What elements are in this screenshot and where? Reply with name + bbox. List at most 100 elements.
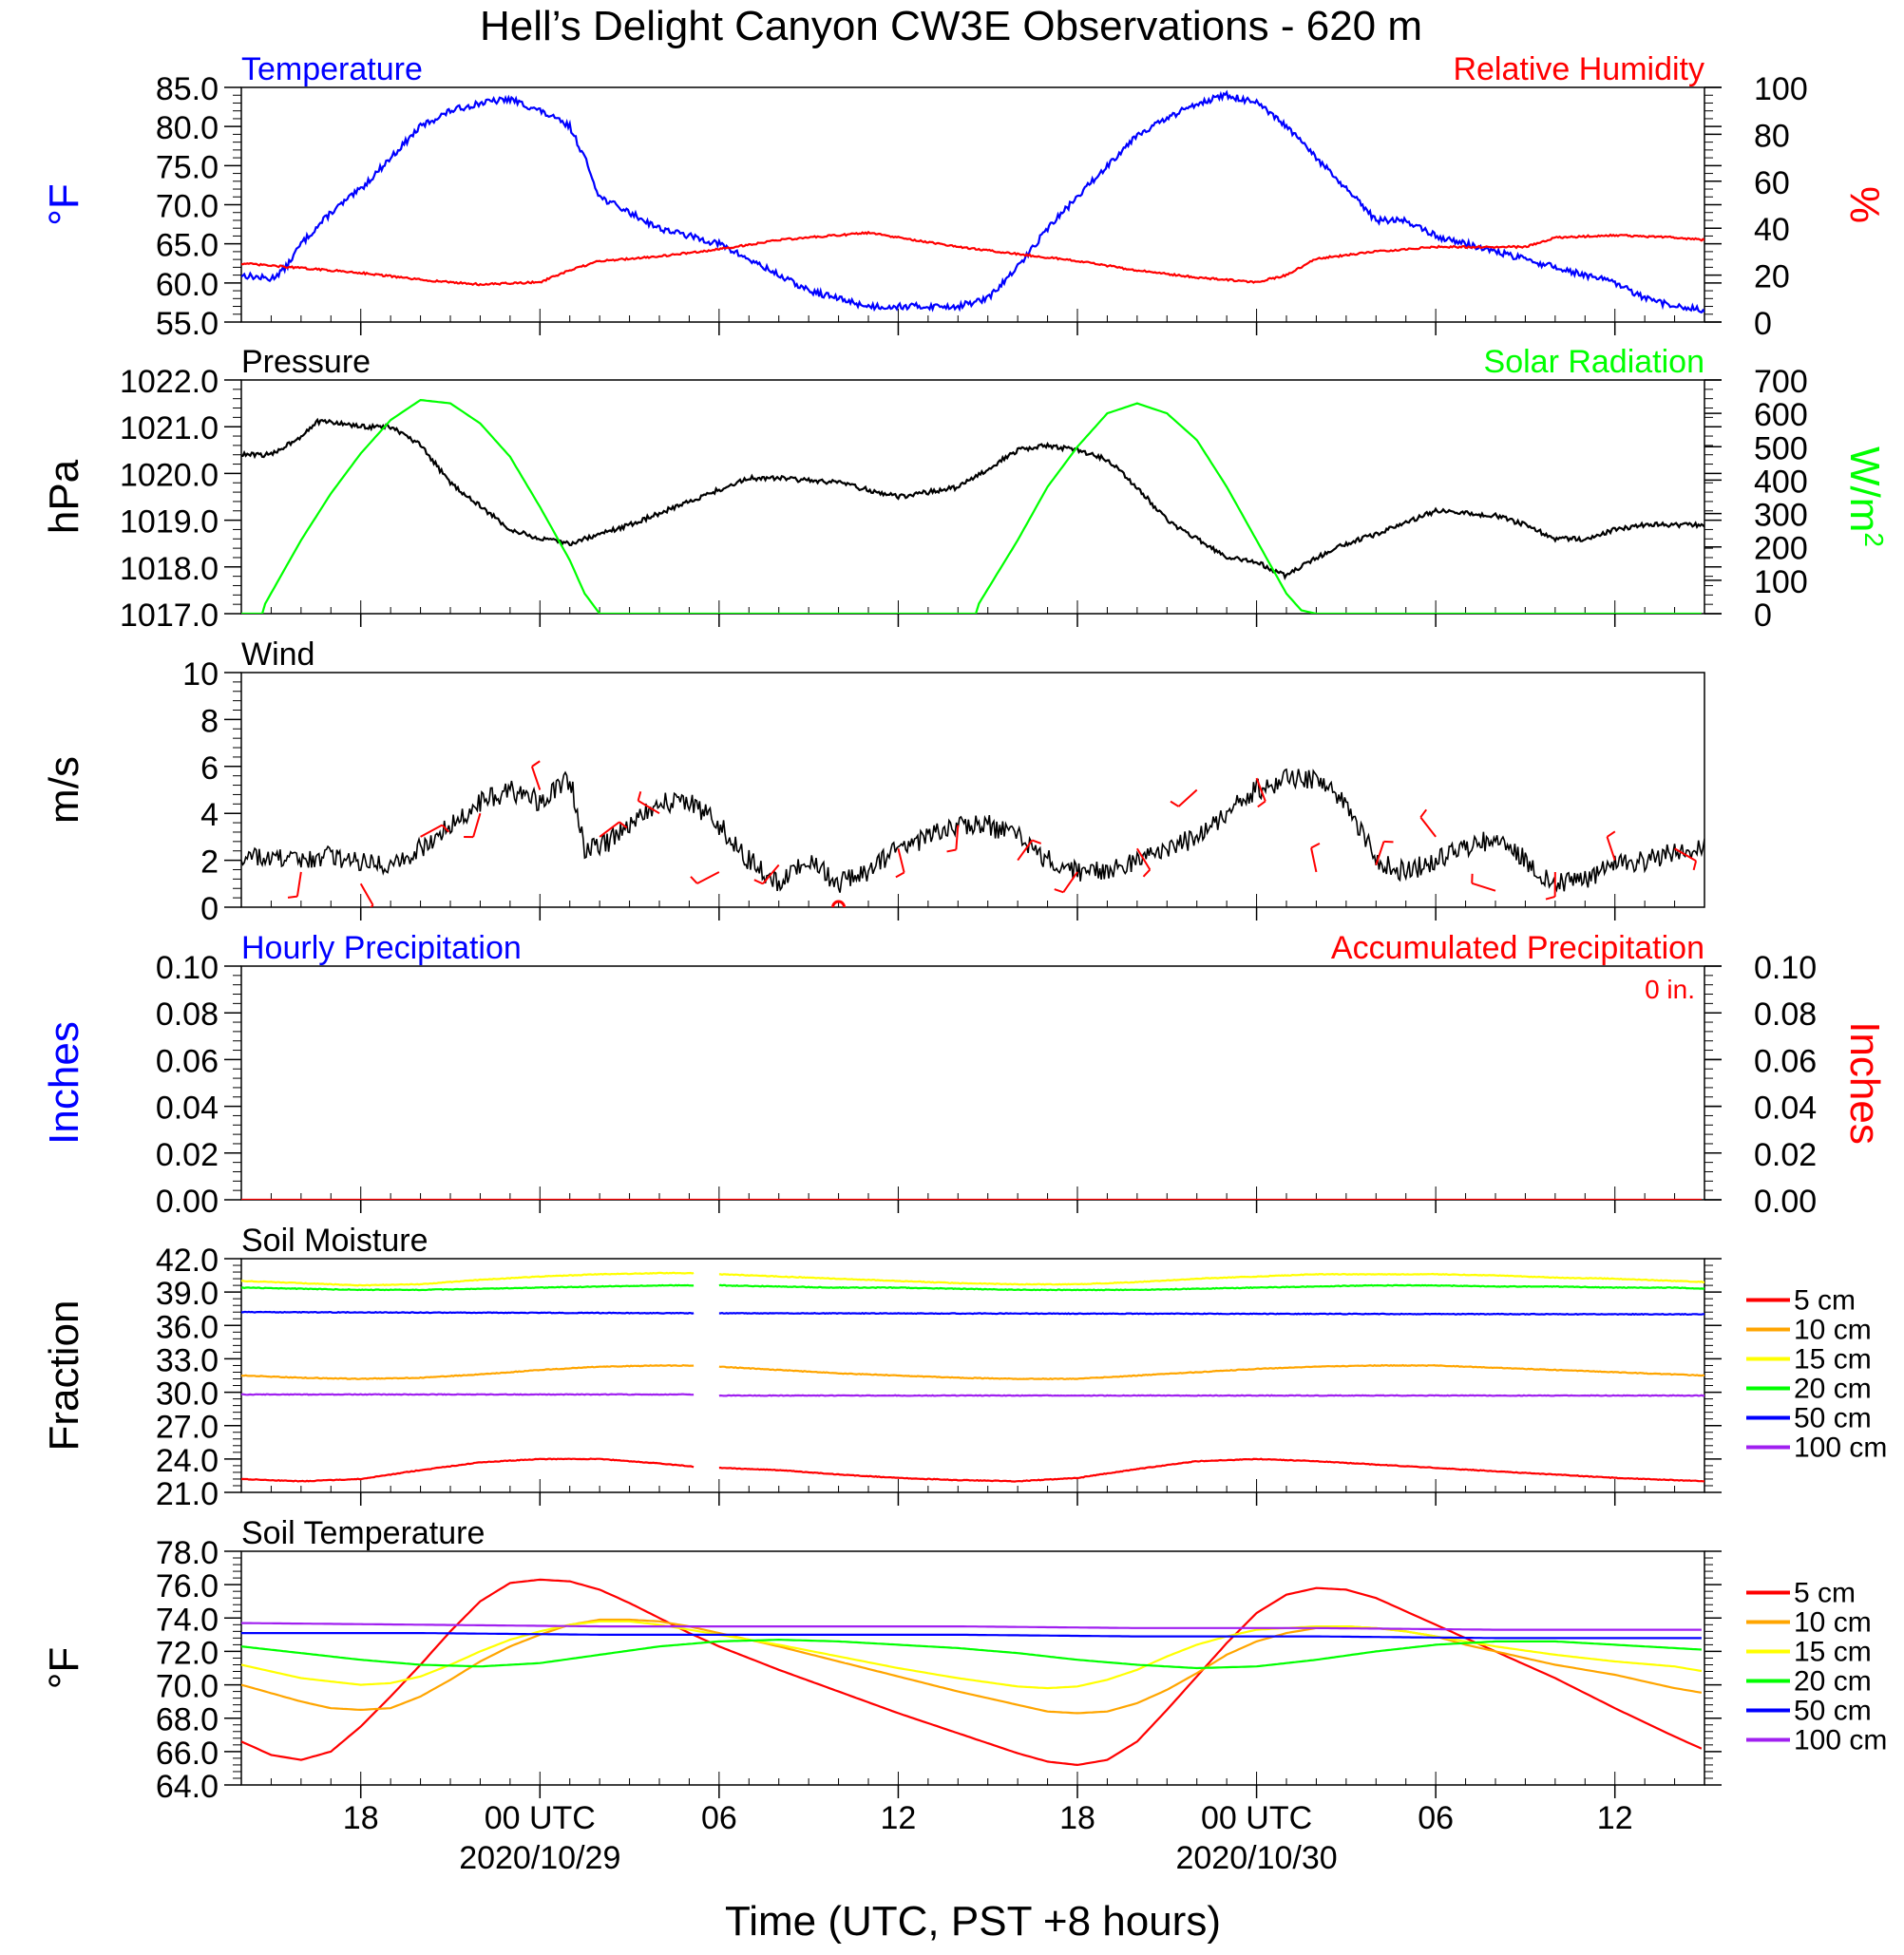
y-tick-label-left: 80.0 [156,110,219,146]
panel-title-left: Wind [241,636,314,673]
wind-barb [955,825,960,850]
series-group [241,760,1704,907]
y-tick-label-right: 100 [1754,71,1808,107]
y-tick-label-left: 4 [200,797,219,833]
wind-barb [1177,788,1198,807]
x-tick-label: 18 [1059,1800,1095,1836]
wind-barb [1606,836,1616,861]
wind-barb [359,883,374,906]
y-tick-label-right: 0.06 [1754,1043,1817,1079]
y-tick-label-left: 1018.0 [120,551,219,587]
y-tick-label-right: 60 [1754,165,1790,201]
series-5-cm-line [718,1457,1704,1483]
series-5-cm-line [241,1578,1703,1767]
y-axis-label-right: Inches [1841,1021,1888,1145]
y-tick-label-left: 0.10 [156,950,219,986]
wind-barb-flag [690,876,698,884]
y-tick-label-left: 2 [200,845,219,881]
y-tick-label-left: 8 [200,703,219,739]
y-tick-label-right: 100 [1754,564,1808,600]
y-tick-label-left: 33.0 [156,1342,219,1378]
panel-soil-temperature: 64.066.068.070.072.074.076.078.0 Soil Tem… [41,1515,1887,1805]
wind-barb-flag [1054,888,1064,894]
x-tick-label: 00 UTC [485,1800,596,1836]
y-tick-label-left: 0.00 [156,1184,219,1220]
y-tick-label-left: 1017.0 [120,598,219,634]
wind-barb-flag [946,848,957,853]
y-axis-label-left: Fraction [41,1300,87,1452]
y-tick-label-left: 0.04 [156,1091,219,1127]
panel-frame [240,672,1705,908]
y-tick-label-left: 78.0 [156,1535,219,1571]
y-tick-label-left: 6 [200,750,219,787]
panel-title-left: Temperature [241,51,423,87]
chart-title: Hell’s Delight Canyon CW3E Observations … [480,3,1422,49]
y-tick-label-right: 0.00 [1754,1184,1817,1220]
series-green-line [241,398,1702,614]
legend-label: 10 cm [1794,1315,1872,1346]
x-tick-label: 12 [881,1800,917,1836]
series-blue-line [241,89,1704,314]
y-tick-label-left: 72.0 [156,1635,219,1671]
series-10-cm-line [241,1363,695,1380]
y-tick-label-left: 0.06 [156,1043,219,1079]
legend-label: 20 cm [1794,1374,1872,1405]
y-tick-label-right: 0 [1754,306,1772,342]
y-axis-label-right: W/m2 [1841,446,1890,547]
panel-soil-moisture: 21.024.027.030.033.036.039.042.0 Soil Moi… [41,1223,1887,1512]
x-axis-label: Time (UTC, PST +8 hours) [725,1898,1221,1945]
panel-title-left: Soil Temperature [241,1515,485,1551]
wind-barb [1062,871,1078,893]
y-tick-label-left: 42.0 [156,1243,219,1279]
wind-barb [638,800,660,815]
y-tick-label-left: 75.0 [156,149,219,185]
panel-wind: 0 2 4 6 8 10 Wind m/s [41,636,1705,927]
panel-temperature-rh: 55.060.065.070.0 75.080.085.0 0 20 40 60 80 100… [41,51,1888,342]
y-tick-label-left: 1022.0 [120,364,219,400]
y-tick-label-right: 0.02 [1754,1137,1817,1173]
y-tick-label-left: 70.0 [156,189,219,225]
wind-barb [897,848,905,873]
wind-barb-flag [1310,843,1321,849]
y-tick-label-left: 1020.0 [120,457,219,493]
wind-barb-flag [1606,830,1616,838]
y-tick-label-left: 0.08 [156,996,219,1033]
series-100-cm-line [241,1622,1702,1631]
x-date-label: 2020/10/29 [459,1840,620,1876]
y-tick-label-right: 200 [1754,531,1808,567]
series-group [241,89,1704,314]
wind-barb-flag [370,904,374,907]
wind-barb [1471,882,1496,892]
y-tick-label-left: 0.02 [156,1137,219,1173]
wind-barb [1674,847,1697,863]
wind-barb-flag [1142,868,1152,878]
legend-label: 50 cm [1794,1403,1872,1434]
panel-frame [240,1550,1705,1786]
legend-label: 5 cm [1794,1285,1856,1317]
y-tick-label-left: 1021.0 [120,410,219,446]
y-tick-label-right: 0 [1754,598,1772,634]
y-tick-label-right: 40 [1754,212,1790,248]
y-tick-label-right: 400 [1754,464,1808,500]
x-tick-label: 12 [1597,1800,1633,1836]
y-tick-label-right: 80 [1754,118,1790,154]
wind-barb-flag [619,821,628,829]
y-tick-label-right: 500 [1754,430,1808,466]
y-axis-label-left: °F [41,183,87,225]
wind-barb [530,766,542,790]
wind-barb-flag [1383,840,1394,844]
wind-barb [1310,847,1318,873]
wind-barb [1419,816,1437,838]
y-tick-label-left: 85.0 [156,71,219,107]
series-5-cm-line [241,1457,695,1483]
series-15-cm-line [241,1271,695,1287]
y-tick-label-left: 24.0 [156,1443,219,1479]
series-20-cm-line [241,1283,695,1292]
series-100-cm-line [718,1394,1704,1397]
wind-barb-flag [287,895,298,899]
wind-barb-flag [441,824,450,833]
y-tick-label-left: 68.0 [156,1702,219,1738]
wind-barb [1375,841,1385,865]
